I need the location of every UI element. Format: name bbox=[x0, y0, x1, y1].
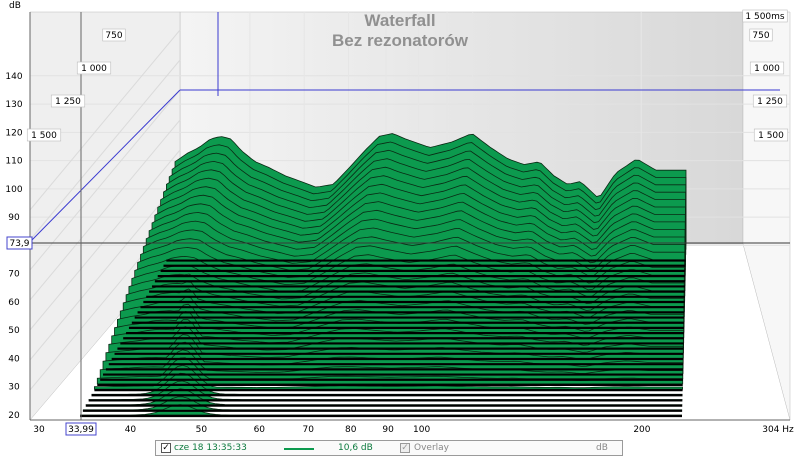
time-tick-box bbox=[26, 128, 62, 142]
time-tick-label: 1 000 bbox=[81, 64, 107, 74]
x-tick-label: 70 bbox=[303, 425, 315, 435]
slice-baselines bbox=[80, 259, 686, 418]
axis-overlay: 140 130 120 110 100 90 80 70 60 50 40 30 20 30 40 50 60 7… bbox=[5, 9, 794, 435]
time-tick-label: 1 500 bbox=[31, 131, 57, 141]
time-tick-box bbox=[749, 28, 773, 42]
time-tick-box bbox=[76, 61, 112, 75]
x-tick-label: 30 bbox=[33, 425, 45, 435]
y-tick-label: 50 bbox=[8, 326, 20, 336]
y-tick-label: 120 bbox=[5, 128, 22, 138]
y-tick-label: 90 bbox=[8, 213, 20, 223]
cursor-x-label: 33,99 bbox=[68, 425, 94, 435]
time-tick-box bbox=[50, 94, 86, 108]
time-tick-label: 1 250 bbox=[757, 97, 783, 107]
time-tick-box bbox=[753, 128, 789, 142]
overlay-label[interactable]: Overlay bbox=[414, 443, 449, 453]
time-tick-box bbox=[749, 61, 785, 75]
series-checkbox[interactable]: ✓ bbox=[161, 443, 171, 453]
time-tick-box bbox=[752, 94, 788, 108]
time-tick-label: 1 000 bbox=[754, 64, 780, 74]
y-unit-label: dB bbox=[9, 1, 21, 11]
y-tick-label: 70 bbox=[8, 270, 20, 280]
series-label[interactable]: cze 18 13:35:33 bbox=[174, 443, 247, 453]
x-tick-label: 304 Hz bbox=[762, 425, 794, 435]
y-tick-label: 40 bbox=[8, 354, 20, 364]
cursor-line-diagonal bbox=[29, 89, 181, 243]
time-tick-label: 750 bbox=[105, 31, 122, 41]
x-tick-label: 50 bbox=[196, 425, 208, 435]
x-tick-label: 90 bbox=[382, 425, 394, 435]
waterfall-slice bbox=[99, 349, 684, 380]
y-tick-label: 20 bbox=[8, 411, 20, 421]
x-tick-label: 80 bbox=[345, 425, 357, 435]
time-tick-label: 1 250 bbox=[55, 97, 81, 107]
time-tick-label: 750 bbox=[752, 31, 769, 41]
cursor-y-box bbox=[6, 236, 33, 250]
x-tick-label: 200 bbox=[633, 425, 650, 435]
y-tick-label: 100 bbox=[5, 185, 22, 195]
chart-title: Waterfall bbox=[364, 11, 435, 30]
time-tick-label: 1 500ms bbox=[745, 12, 785, 22]
series-value: 10,6 dB bbox=[338, 443, 373, 453]
time-grid-line bbox=[29, 59, 181, 241]
time-grid-line bbox=[29, 179, 181, 361]
x-tick-label: 40 bbox=[125, 425, 137, 435]
x-tick-label: 100 bbox=[413, 425, 430, 435]
time-grid-line bbox=[29, 29, 181, 211]
time-grid-line bbox=[29, 89, 181, 271]
time-grid-line bbox=[29, 149, 181, 331]
overlay-checkbox[interactable]: ✓ bbox=[400, 443, 410, 453]
time-tick-box bbox=[742, 9, 788, 23]
time-grid-line bbox=[29, 119, 181, 301]
x-tick-label: 60 bbox=[254, 425, 266, 435]
series-color-swatch bbox=[284, 448, 314, 450]
chart-subtitle: Bez rezonatorów bbox=[332, 31, 469, 50]
cursor-y-label: 73,9 bbox=[9, 239, 29, 249]
legend-unit: dB bbox=[596, 443, 608, 453]
y-tick-label: 140 bbox=[5, 72, 22, 82]
legend-bar: ✓ cze 18 13:35:33 10,6 dB ✓ Overlay dB bbox=[155, 440, 623, 456]
time-tick-box bbox=[102, 28, 126, 42]
y-tick-label: 110 bbox=[5, 157, 22, 167]
time-tick-label: 1 500 bbox=[758, 131, 784, 141]
y-tick-label: 60 bbox=[8, 298, 20, 308]
y-tick-label: 130 bbox=[5, 100, 22, 110]
cursor-x-box bbox=[65, 422, 97, 436]
y-tick-label: 30 bbox=[8, 383, 20, 393]
